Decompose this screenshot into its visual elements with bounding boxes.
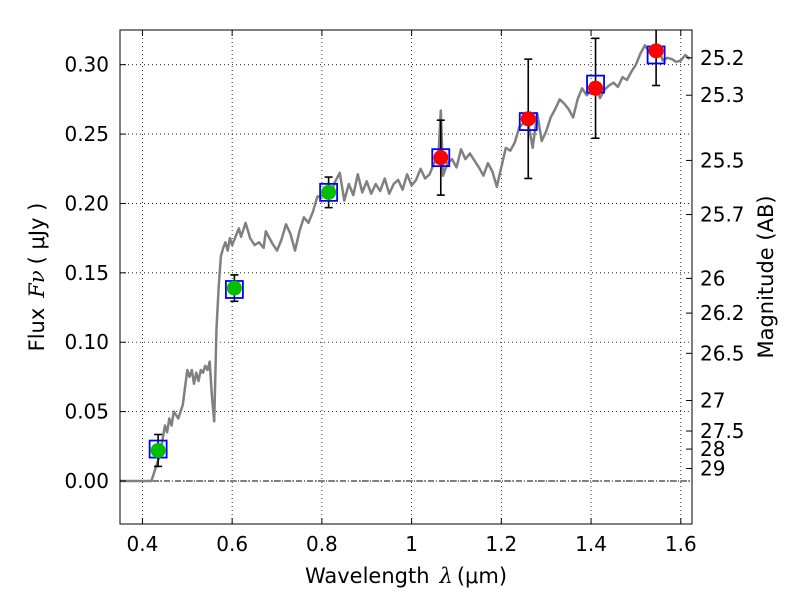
magnitude-tick-label: 25.5 bbox=[700, 148, 745, 172]
x-axis-label-symbol: λ bbox=[439, 564, 453, 588]
magnitude-tick-label: 27 bbox=[700, 389, 725, 413]
x-axis-label-text: Wavelength bbox=[305, 564, 430, 588]
x-tick-label: 1 bbox=[405, 532, 418, 556]
y-tick-label: 0.10 bbox=[64, 330, 109, 354]
model-photometry-square bbox=[319, 182, 339, 202]
magnitude-tick-label: 28 bbox=[700, 437, 725, 461]
observed-nir-point bbox=[588, 80, 604, 96]
plot-frame bbox=[119, 29, 693, 525]
photometry-points bbox=[148, 30, 666, 468]
grid bbox=[120, 30, 692, 524]
x-axis-label-unit: (μm) bbox=[457, 564, 507, 588]
observed-nir-point bbox=[520, 111, 536, 127]
x-axis-label: Wavelength λ (μm) bbox=[305, 564, 507, 588]
magnitude-tick-label: 26 bbox=[700, 266, 725, 290]
observed-nir-point bbox=[648, 43, 664, 59]
y-tick-label: 0.20 bbox=[64, 191, 109, 215]
x-tick-label: 0.6 bbox=[216, 532, 248, 556]
y-axis-label-text: Flux bbox=[25, 308, 49, 352]
observed-optical-point bbox=[226, 280, 242, 296]
magnitude-tick-label: 26.2 bbox=[700, 301, 745, 325]
y-tick-label: 0.05 bbox=[64, 400, 109, 424]
magnitude-tick-label: 25.2 bbox=[700, 46, 745, 70]
x-tick-label: 0.4 bbox=[127, 532, 159, 556]
observed-optical-point bbox=[150, 442, 166, 458]
y-tick-label: 0.15 bbox=[64, 261, 109, 285]
y-axis-label-symbol: Fν bbox=[25, 270, 49, 299]
x-tick-label: 1.6 bbox=[665, 532, 697, 556]
y-axis-label-unit: ( μJy ) bbox=[25, 203, 49, 265]
magnitude-tick-label: 25.7 bbox=[700, 203, 745, 227]
y-tick-label: 0.30 bbox=[64, 53, 109, 77]
y-tick-label: 0.25 bbox=[64, 122, 109, 146]
observed-optical-point bbox=[321, 184, 337, 200]
x-tick-label: 1.2 bbox=[485, 532, 517, 556]
magnitude-tick-label: 25.3 bbox=[700, 83, 745, 107]
y-axis-label: Flux Fν ( μJy ) bbox=[25, 203, 49, 352]
spectrum-line bbox=[120, 44, 691, 483]
model-photometry-square bbox=[431, 148, 451, 168]
y-tick-label: 0.00 bbox=[64, 469, 109, 493]
magnitude-tick-label: 27.5 bbox=[700, 419, 745, 443]
magnitude-tick-label: 29 bbox=[700, 456, 725, 480]
x-tick-label: 0.8 bbox=[306, 532, 338, 556]
magnitude-axis-label: Magnitude (AB) bbox=[754, 195, 778, 358]
spectrum-series bbox=[120, 44, 691, 483]
observed-nir-point bbox=[433, 150, 449, 166]
axes: 0.4 0.6 0.8 1 1.2 1.4 1.6 0.00 0.05 0.10 0.15 0.20 0… bbox=[64, 30, 745, 556]
magnitude-tick-label: 26.5 bbox=[700, 341, 745, 365]
x-tick-label: 1.4 bbox=[575, 532, 607, 556]
